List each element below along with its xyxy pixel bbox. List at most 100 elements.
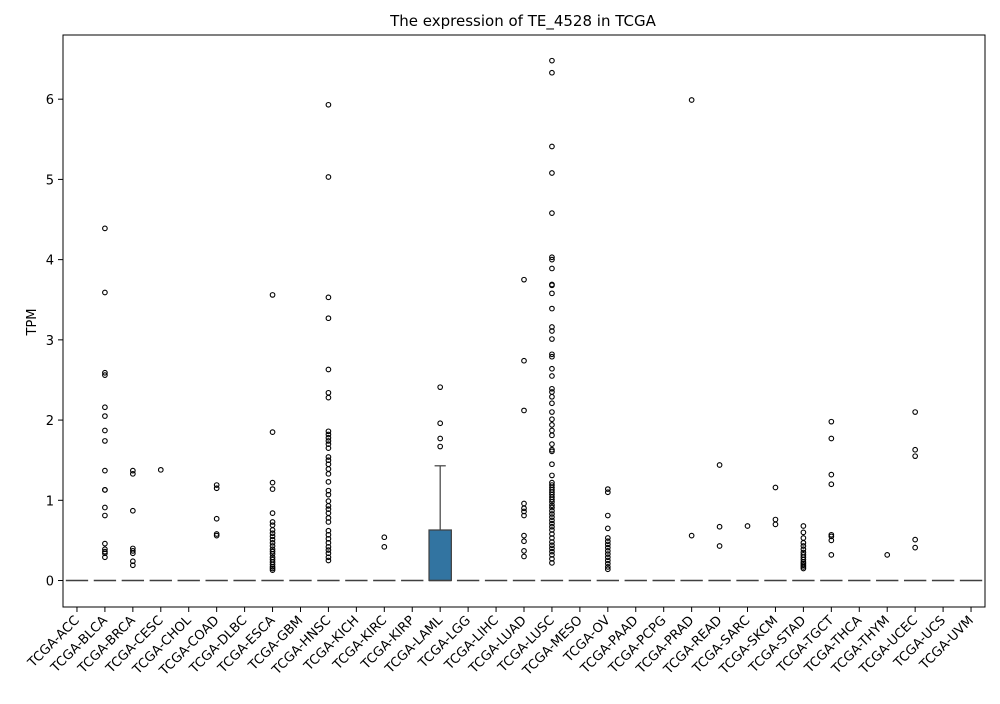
outlier-point (549, 535, 555, 541)
outlier-point (604, 512, 611, 519)
outlier-point (325, 315, 332, 322)
outlier-point (325, 428, 332, 435)
y-tick-label: 5 (46, 173, 54, 188)
outlier-point (102, 289, 108, 296)
outlier-point (549, 393, 555, 400)
outlier-point (549, 400, 555, 407)
outlier-point (521, 407, 527, 414)
outlier-point (549, 539, 555, 545)
outlier-point (521, 357, 527, 364)
y-tick-label: 2 (46, 414, 54, 429)
outlier-point (828, 552, 835, 558)
outlier-point (325, 491, 332, 498)
outlier-point (549, 353, 555, 360)
outlier-point (549, 336, 555, 342)
outlier-point (521, 553, 527, 560)
outlier-point (549, 254, 555, 261)
outlier-point (688, 97, 695, 103)
outlier-point (549, 504, 555, 511)
outlier-point (325, 527, 332, 534)
outlier-point (521, 500, 527, 507)
outlier-point (912, 536, 919, 543)
outlier-point (325, 478, 332, 485)
outlier-point (102, 404, 108, 411)
outlier-point (102, 413, 108, 419)
outlier-point (521, 508, 527, 515)
outlier-point (549, 545, 555, 552)
outlier-point (102, 512, 108, 519)
outlier-point (325, 394, 332, 401)
outlier-point (269, 567, 276, 573)
outlier-point (716, 462, 723, 468)
outlier-point (549, 560, 555, 566)
outlier-point (604, 547, 611, 554)
outlier-point (549, 351, 555, 358)
outlier-point (521, 538, 527, 545)
outlier-point (912, 446, 919, 453)
outlier-point (269, 536, 276, 543)
outlier-point (604, 554, 611, 561)
outlier-point (604, 560, 611, 567)
outlier-point (800, 539, 807, 546)
outlier-point (549, 441, 555, 447)
outlier-point (129, 547, 136, 554)
outlier-point (381, 534, 388, 541)
outlier-point (521, 512, 527, 519)
outlier-point (325, 470, 332, 477)
outlier-point (102, 487, 108, 493)
outlier-point (325, 457, 332, 464)
outlier-point (269, 522, 276, 529)
outlier-point (549, 389, 555, 395)
outlier-point (688, 532, 695, 539)
outlier-point (549, 416, 555, 423)
outlier-point (213, 515, 220, 522)
outlier-point (604, 541, 611, 548)
outlier-point (828, 533, 835, 540)
outlier-point (269, 561, 276, 568)
outlier-point (325, 101, 332, 108)
outlier-point (325, 543, 332, 550)
outlier-point (716, 543, 723, 549)
outlier-point (604, 538, 611, 545)
outlier-point (549, 499, 555, 505)
outlier-point (129, 507, 136, 514)
outlier-point (604, 489, 611, 496)
outlier-point (102, 467, 108, 474)
outlier-point (604, 486, 611, 492)
outlier-point (549, 556, 555, 562)
outlier-point (269, 429, 276, 435)
outlier-point (269, 292, 276, 298)
outlier-point (102, 372, 108, 379)
outlier-point (549, 520, 555, 527)
y-axis-label: TPM (25, 309, 40, 337)
outlier-point (549, 448, 555, 455)
outlier-point (549, 517, 555, 524)
outlier-point (772, 484, 779, 491)
outlier-point (325, 431, 332, 438)
outlier-point (828, 481, 835, 488)
outlier-point (912, 409, 919, 415)
outlier-point (549, 552, 555, 558)
outlier-point (549, 511, 555, 517)
outlier-point (549, 523, 555, 530)
outlier-point (325, 434, 332, 441)
outlier-point (129, 562, 136, 569)
outlier-point (129, 470, 136, 477)
outlier-point (102, 546, 108, 553)
outlier-point (129, 467, 136, 474)
outlier-point (828, 435, 835, 442)
outlier-point (604, 564, 611, 570)
outlier-point (604, 525, 611, 532)
plot-area: 0123456TCGA-ACCTCGA-BLCATCGA-BRCATCGA-CE… (25, 34, 986, 679)
outlier-point (325, 466, 332, 472)
outlier-point (437, 443, 444, 450)
outlier-point (604, 544, 611, 551)
outlier-point (213, 485, 220, 492)
outlier-point (521, 505, 527, 512)
outlier-point (604, 566, 611, 573)
outlier-point (549, 57, 555, 64)
outlier-point (269, 486, 276, 492)
outlier-point (325, 294, 332, 301)
outlier-point (884, 552, 891, 558)
